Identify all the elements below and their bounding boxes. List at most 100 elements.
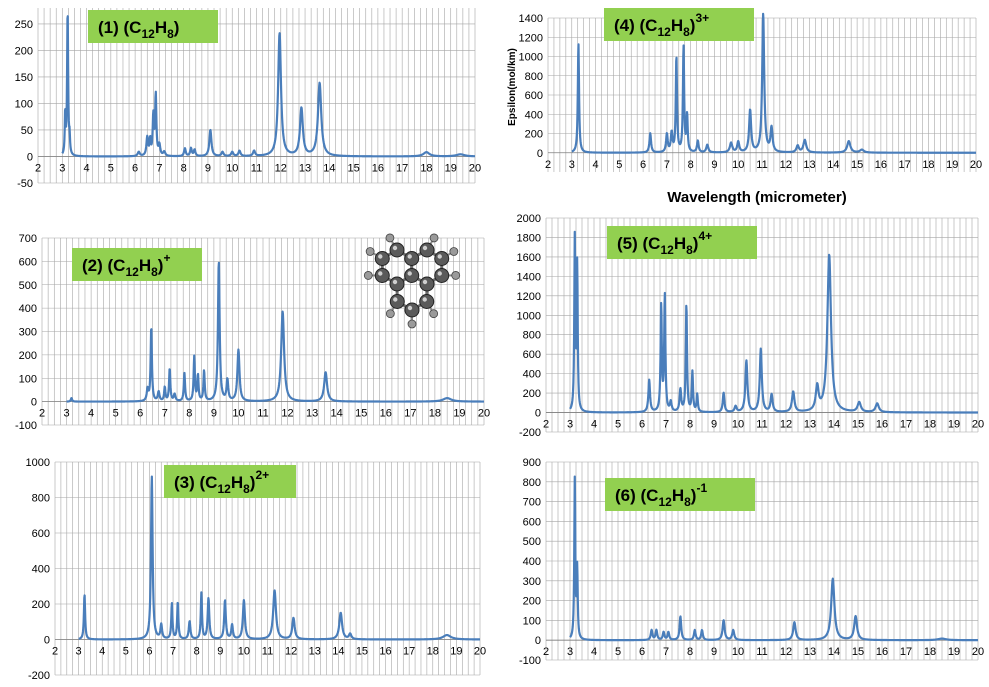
atom-highlight (393, 297, 398, 302)
x-tick-label: 16 (372, 162, 384, 174)
spectrum-series-line (571, 12, 977, 154)
x-tick-label: 6 (639, 646, 645, 658)
x-tick-label: 17 (396, 162, 408, 174)
y-tick-label: 300 (19, 327, 37, 339)
atom-highlight (407, 271, 412, 276)
x-tick-label: 6 (132, 162, 138, 174)
x-tick-label: 12 (780, 159, 792, 171)
y-tick-label: 100 (15, 98, 33, 110)
atom-highlight (437, 254, 442, 259)
y-tick-label: 0 (535, 635, 541, 647)
x-tick-label: 19 (948, 646, 960, 658)
y-tick-label: 200 (523, 596, 541, 608)
x-tick-label: 17 (899, 159, 911, 171)
x-tick-label: 14 (828, 646, 840, 658)
x-tick-label: 15 (851, 159, 863, 171)
y-tick-label: 100 (19, 373, 37, 385)
y-tick-label: 800 (525, 71, 543, 83)
y-tick-label: 1000 (517, 310, 541, 322)
x-tick-label: 11 (756, 159, 767, 171)
x-tick-label: 4 (83, 162, 89, 174)
x-tick-label: 18 (420, 162, 432, 174)
x-tick-label: 11 (262, 646, 273, 658)
carbon-atom (374, 268, 390, 283)
x-tick-label: 14 (332, 646, 344, 658)
series-label: (2) (C12H8)+ (72, 248, 202, 281)
x-tick-label: 3 (567, 646, 573, 658)
y-tick-label: 700 (523, 497, 541, 509)
x-tick-label: 4 (592, 159, 598, 171)
carbon-atom (434, 268, 450, 283)
spectrum-series-line (77, 475, 481, 641)
carbon-atom (404, 268, 420, 283)
x-tick-label: 4 (591, 419, 597, 431)
series-label-text: (4) (C12H8)3+ (614, 11, 709, 39)
y-tick-label: -50 (17, 178, 33, 190)
x-tick-label: 9 (205, 162, 211, 174)
atom-highlight (378, 271, 383, 276)
x-tick-label: 14 (331, 408, 343, 420)
y-tick-label: 1400 (519, 13, 543, 25)
x-tick-label: 18 (922, 159, 934, 171)
y-tick-label: 800 (523, 477, 541, 489)
y-tick-label: -200 (28, 670, 50, 682)
hydrogen-atom (429, 233, 439, 243)
x-tick-label: 18 (427, 646, 439, 658)
x-tick-label: 2 (52, 646, 58, 658)
x-axis-title: Wavelength (micrometer) (667, 189, 846, 206)
spectrum-series-line (569, 230, 979, 414)
x-tick-label: 2 (545, 159, 551, 171)
carbon-atom (389, 276, 405, 292)
x-tick-label: 4 (88, 408, 94, 420)
hydrogen-atom (451, 271, 461, 280)
y-tick-label: 1200 (517, 291, 541, 303)
x-tick-label: 5 (615, 419, 621, 431)
x-tick-label: 3 (569, 159, 575, 171)
x-tick-label: 6 (640, 159, 646, 171)
x-tick-label: 8 (181, 162, 187, 174)
spectrum-panel-4: 2 3 4 5 6 7 8 9 10 11 12 13 14 15 16 17 18 19 200200400600… (507, 8, 982, 206)
x-tick-label: 20 (474, 646, 486, 658)
x-tick-label: 11 (251, 162, 262, 174)
x-tick-label: 14 (828, 419, 840, 431)
x-tick-label: 20 (469, 162, 481, 174)
spectrum-panel-1: 2 3 4 5 6 7 8 9 10 11 12 13 14 15 16 17 18 19 20 -50 0 50 100 1… (15, 8, 481, 190)
atom-highlight (392, 245, 398, 251)
atom-highlight (392, 279, 398, 285)
atom-highlight (422, 279, 428, 285)
carbon-atom (419, 294, 435, 309)
x-tick-label: 19 (450, 646, 462, 658)
y-tick-label: 500 (523, 536, 541, 548)
spectrum-series-line (65, 261, 485, 403)
y-tick-label: -100 (519, 655, 541, 667)
series-label: (4) (C12H8)3+ (604, 8, 754, 41)
carbon-atom (389, 242, 405, 258)
x-tick-label: 15 (355, 408, 367, 420)
series-label-text: (3) (C12H8)2+ (174, 468, 269, 496)
x-tick-label: 11 (756, 419, 767, 431)
y-tick-label: 1800 (517, 232, 541, 244)
x-tick-label: 3 (567, 419, 573, 431)
series-label-background (607, 226, 757, 259)
series-label-text: (6) (C12H8)-1 (615, 481, 707, 509)
x-tick-label: 17 (404, 408, 416, 420)
carbon-atom (389, 294, 405, 309)
x-tick-label: 13 (299, 162, 311, 174)
y-tick-label: 200 (15, 45, 33, 57)
series-label-text: (1) (C12H8) (98, 18, 179, 41)
x-tick-label: 8 (194, 646, 200, 658)
x-tick-label: 15 (356, 646, 368, 658)
x-tick-label: 12 (281, 408, 293, 420)
x-tick-label: 18 (924, 646, 936, 658)
hydrogen-atom (429, 309, 439, 319)
x-tick-label: 2 (543, 646, 549, 658)
y-tick-label: 250 (15, 19, 33, 31)
y-tick-label: 1600 (517, 252, 541, 264)
carbon-atom (419, 242, 435, 258)
x-tick-label: 10 (732, 419, 744, 431)
x-tick-label: 13 (803, 159, 815, 171)
series-label-text: (2) (C12H8)+ (82, 251, 170, 279)
x-tick-label: 3 (63, 408, 69, 420)
y-tick-label: 100 (523, 615, 541, 627)
y-tick-label: 700 (19, 233, 37, 245)
